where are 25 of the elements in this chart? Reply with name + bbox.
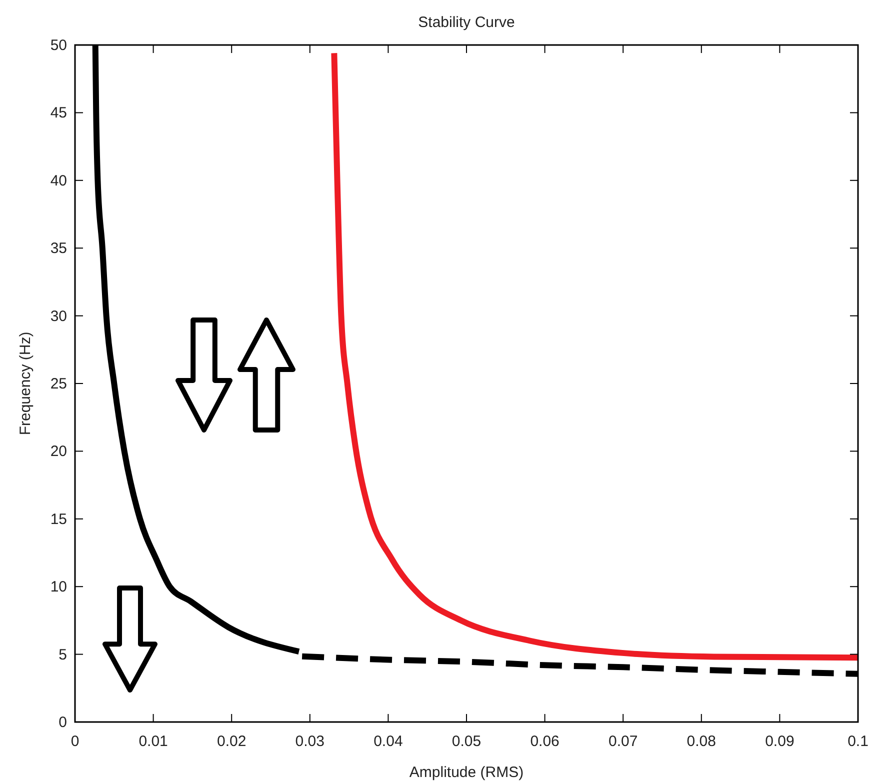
y-tick-label: 5	[58, 646, 67, 664]
y-tick-label: 25	[50, 376, 67, 392]
x-tick-label: 0.05	[452, 733, 482, 750]
y-tick-label: 50	[50, 37, 67, 54]
y-tick-label: 35	[50, 240, 67, 258]
x-tick-label: 0.08	[686, 733, 716, 750]
x-tick-label: 0.04	[374, 733, 403, 750]
y-tick-label: 30	[50, 308, 67, 325]
y-tick-label: 10	[50, 578, 67, 596]
x-tick-label: 0.06	[530, 733, 560, 750]
x-tick-label: 0.01	[138, 733, 168, 750]
x-tick-label: 0	[70, 733, 80, 750]
y-tick-label: 40	[50, 172, 67, 190]
y-tick-label: 15	[50, 510, 67, 528]
x-tick-label: 0.09	[765, 733, 794, 750]
x-tick-label: 0.03	[295, 733, 324, 750]
y-tick-label: 20	[50, 443, 67, 460]
x-axis-title: Amplitude (RMS)	[409, 764, 524, 781]
y-tick-label: 45	[50, 104, 67, 122]
y-axis-title: Frequency (Hz)	[17, 332, 34, 436]
x-tick-label: 0.1	[848, 733, 868, 750]
x-tick-label: 0.02	[217, 733, 246, 750]
y-tick-label: 0	[58, 714, 67, 731]
chart-title: Stability Curve	[418, 14, 515, 31]
x-tick-label: 0.07	[608, 733, 638, 750]
